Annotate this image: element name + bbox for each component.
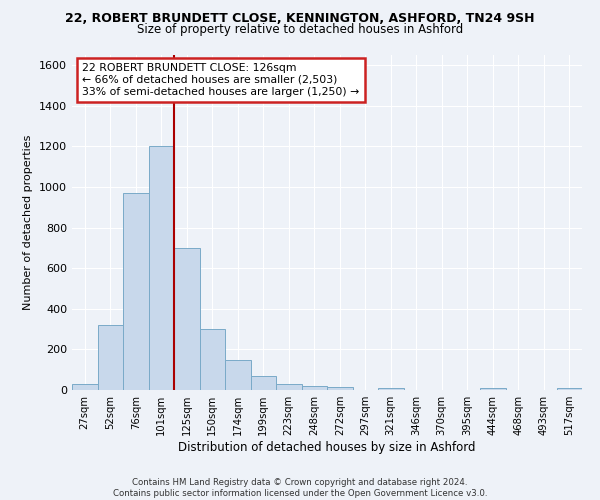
Text: 22, ROBERT BRUNDETT CLOSE, KENNINGTON, ASHFORD, TN24 9SH: 22, ROBERT BRUNDETT CLOSE, KENNINGTON, A… xyxy=(65,12,535,26)
Bar xyxy=(251,376,276,390)
Bar xyxy=(302,386,327,390)
Bar xyxy=(225,360,251,390)
Text: Size of property relative to detached houses in Ashford: Size of property relative to detached ho… xyxy=(137,22,463,36)
Bar xyxy=(378,388,404,390)
Text: Contains HM Land Registry data © Crown copyright and database right 2024.
Contai: Contains HM Land Registry data © Crown c… xyxy=(113,478,487,498)
Text: 22 ROBERT BRUNDETT CLOSE: 126sqm
← 66% of detached houses are smaller (2,503)
33: 22 ROBERT BRUNDETT CLOSE: 126sqm ← 66% o… xyxy=(82,64,359,96)
Bar xyxy=(199,329,225,390)
Bar xyxy=(72,384,97,390)
Bar xyxy=(480,388,505,390)
Bar xyxy=(557,388,582,390)
X-axis label: Distribution of detached houses by size in Ashford: Distribution of detached houses by size … xyxy=(178,441,476,454)
Bar xyxy=(174,248,199,390)
Bar xyxy=(276,384,302,390)
Y-axis label: Number of detached properties: Number of detached properties xyxy=(23,135,34,310)
Bar xyxy=(327,387,353,390)
Bar xyxy=(149,146,174,390)
Bar xyxy=(97,325,123,390)
Bar xyxy=(123,193,149,390)
